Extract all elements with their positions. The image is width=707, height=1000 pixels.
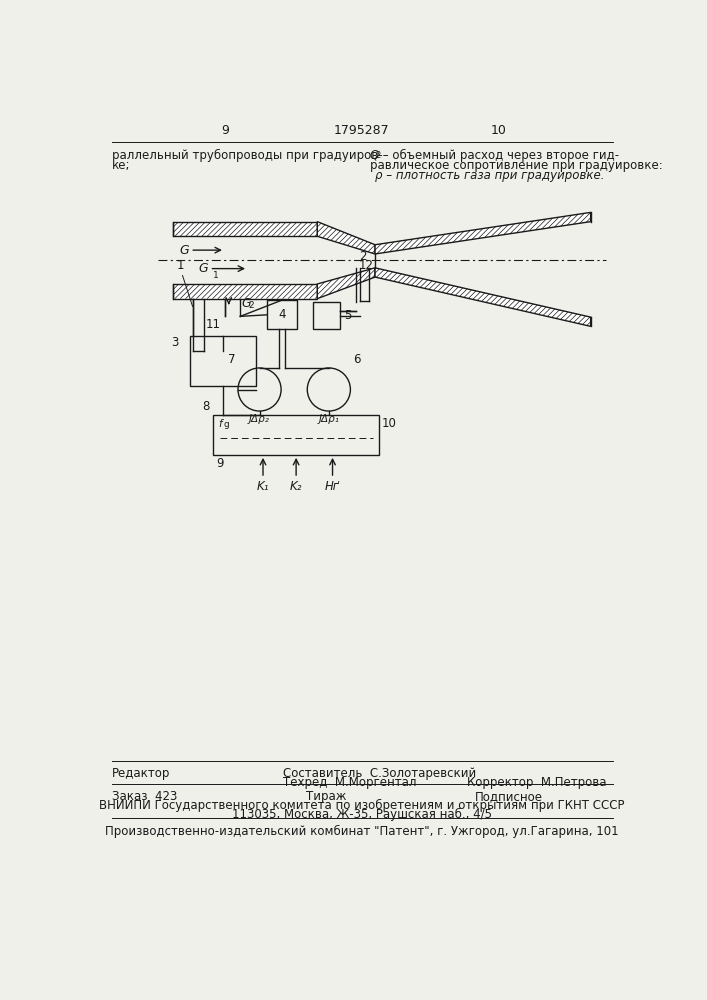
Text: 9: 9 <box>222 124 230 137</box>
Text: 6: 6 <box>353 353 360 366</box>
Text: 1: 1 <box>177 259 184 272</box>
Text: Производственно-издательский комбинат "Патент", г. Ужгород, ул.Гагарина, 101: Производственно-издательский комбинат "П… <box>105 825 619 838</box>
Text: Hґ: Hґ <box>325 480 340 493</box>
Text: G: G <box>199 262 208 275</box>
Text: 1795287: 1795287 <box>334 124 390 137</box>
Polygon shape <box>173 284 317 299</box>
Text: JΔρ₁: JΔρ₁ <box>318 414 339 424</box>
Bar <box>190 336 256 386</box>
Text: JΔρ₂: JΔρ₂ <box>249 414 270 424</box>
Text: 3: 3 <box>171 336 179 349</box>
Text: 2: 2 <box>375 151 380 160</box>
Text: 113035, Москва, Ж-35, Раушская наб., 4/5: 113035, Москва, Ж-35, Раушская наб., 4/5 <box>232 808 492 821</box>
Text: Техред  М.Моргентал: Техред М.Моргентал <box>283 776 416 789</box>
Bar <box>313 302 340 329</box>
Text: Заказ  423: Заказ 423 <box>112 790 177 803</box>
Text: Составитель  С.Золотаревский: Составитель С.Золотаревский <box>283 767 476 780</box>
Text: 8: 8 <box>202 400 209 413</box>
Text: f: f <box>218 419 221 429</box>
Text: 5: 5 <box>344 309 351 322</box>
Polygon shape <box>317 222 375 254</box>
Text: K₂: K₂ <box>290 480 303 493</box>
Text: 10: 10 <box>491 124 506 137</box>
Text: Редактор: Редактор <box>112 767 170 780</box>
Polygon shape <box>375 268 590 326</box>
Text: ВНИИПИ Государственного комитета по изобретениям и открытиям при ГКНТ СССР: ВНИИПИ Государственного комитета по изоб… <box>99 799 625 812</box>
Bar <box>267 300 296 329</box>
Text: 2: 2 <box>359 250 366 263</box>
Text: ке;: ке; <box>112 158 130 172</box>
Text: Тираж: Тираж <box>305 790 346 803</box>
Polygon shape <box>173 222 317 236</box>
Text: ρ – плотность газа при градуировке.: ρ – плотность газа при градуировке. <box>375 169 604 182</box>
Text: 1: 1 <box>214 271 219 280</box>
Text: K₁: K₁ <box>257 480 269 493</box>
Text: 7: 7 <box>228 353 235 366</box>
Text: 2: 2 <box>248 301 254 310</box>
Text: G: G <box>179 244 189 257</box>
Text: Корректор  М.Петрова: Корректор М.Петрова <box>467 776 607 789</box>
Text: 10: 10 <box>382 417 397 430</box>
Polygon shape <box>375 212 590 254</box>
Text: 9: 9 <box>216 457 224 470</box>
Text: G: G <box>242 297 252 310</box>
Polygon shape <box>317 268 375 299</box>
Text: раллельный трубопроводы при градуиров-: раллельный трубопроводы при градуиров- <box>112 148 382 162</box>
Text: 11: 11 <box>206 318 221 331</box>
Text: равлическое сопротивление при градуировке:: равлическое сопротивление при градуировк… <box>370 158 662 172</box>
Text: 4: 4 <box>278 308 286 321</box>
Text: Подписное: Подписное <box>475 790 543 803</box>
Text: Q: Q <box>370 148 379 161</box>
Text: 12: 12 <box>359 259 374 272</box>
Bar <box>214 415 379 455</box>
Text: g: g <box>223 420 229 429</box>
Text: – объемный расход через второе гид-: – объемный расход через второе гид- <box>379 148 619 162</box>
